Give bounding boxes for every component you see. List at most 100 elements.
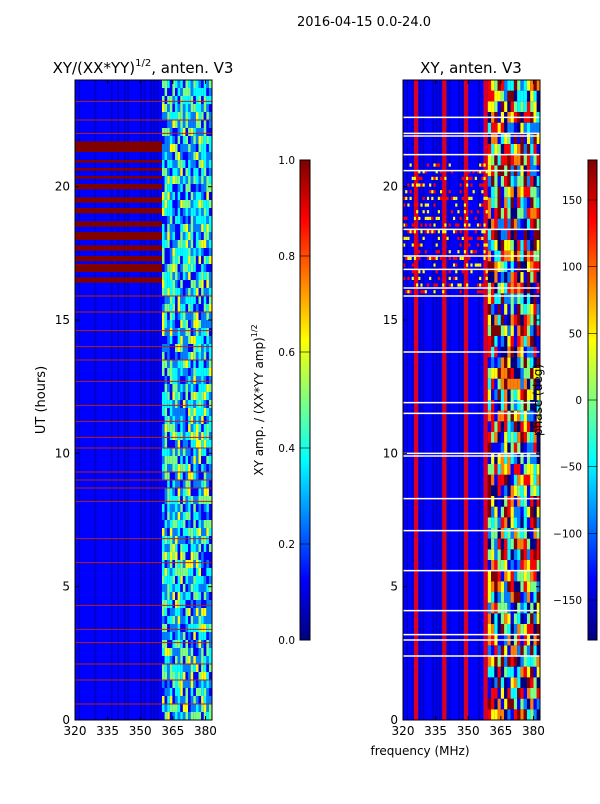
heatmap-cell <box>190 296 194 304</box>
heatmap-cell <box>172 88 176 96</box>
heatmap-cell <box>208 232 212 240</box>
heatmap-cell <box>487 208 492 219</box>
heatmap-cell <box>526 496 531 507</box>
heatmap-cell <box>523 272 527 283</box>
heatmap-cell <box>487 197 492 208</box>
heatmap-texture-column <box>101 80 103 720</box>
heatmap-cell <box>507 517 511 528</box>
heatmap-cell <box>193 656 196 664</box>
heatmap-cell <box>175 240 178 248</box>
heatmap-cell <box>504 218 508 230</box>
heatmap-cell <box>190 360 194 368</box>
heatmap-cell <box>526 517 531 528</box>
heatmap-cell <box>164 456 168 464</box>
heatmap-cell <box>188 576 191 584</box>
heatmap-cell <box>164 680 168 688</box>
heatmap-cell <box>190 576 194 584</box>
heatmap-cell <box>510 240 514 251</box>
heatmap-cell <box>185 496 189 504</box>
heatmap-cell <box>190 480 194 488</box>
heatmap-cell <box>175 688 178 696</box>
heatmap-cell <box>164 352 168 360</box>
heatmap-cell <box>172 600 176 608</box>
heatmap-cell <box>161 192 165 200</box>
heatmap-cell <box>497 538 501 550</box>
heatmap-cell <box>494 581 498 592</box>
heatmap-cell <box>175 296 178 304</box>
heatmap-cell <box>169 80 173 88</box>
heatmap-cell <box>530 538 534 550</box>
heatmap-cell <box>530 464 534 475</box>
heatmap-cell <box>526 442 531 454</box>
heatmap-cell <box>500 261 505 272</box>
heatmap-cell <box>182 248 186 256</box>
heatmap-cell <box>172 648 176 656</box>
heatmap-cell <box>180 640 183 648</box>
saturated-band <box>75 160 162 163</box>
heatmap-cell <box>487 325 492 336</box>
heatmap-cell <box>530 176 534 187</box>
noise-cell <box>455 276 458 280</box>
heatmap-cell <box>206 664 209 672</box>
heatmap-cell <box>500 229 505 240</box>
heatmap-cell <box>510 517 514 528</box>
heatmap-cell <box>203 648 207 656</box>
noise-cell <box>468 243 471 247</box>
heatmap-cell <box>500 357 505 368</box>
heatmap-cell <box>161 168 165 176</box>
heatmap-cell <box>201 488 204 496</box>
noise-cell <box>437 276 440 280</box>
heatmap-cell <box>177 712 181 720</box>
heatmap-cell <box>175 168 178 176</box>
noise-cell <box>461 196 464 200</box>
heatmap-cell <box>504 122 508 134</box>
heatmap-texture-column <box>448 80 451 720</box>
heatmap-cell <box>182 656 186 664</box>
heatmap-cell <box>500 133 505 144</box>
heatmap-cell <box>195 400 199 408</box>
heatmap-cell <box>167 496 170 504</box>
heatmap-cell <box>161 496 165 504</box>
heatmap-cell <box>201 448 204 456</box>
heatmap-cell <box>177 704 181 712</box>
heatmap-cell <box>523 186 527 198</box>
heatmap-cell <box>513 602 518 614</box>
heatmap-cell <box>504 506 508 518</box>
heatmap-cell <box>526 570 531 582</box>
heatmap-cell <box>507 90 511 102</box>
heatmap-cell <box>526 80 531 91</box>
heatmap-cell <box>526 464 531 475</box>
heatmap-cell <box>188 480 191 488</box>
heatmap-cell <box>533 677 537 688</box>
heatmap-cell <box>500 218 505 230</box>
heatmap-cell <box>206 640 209 648</box>
heatmap-cell <box>517 613 521 624</box>
saturated-band <box>75 232 162 240</box>
noise-cell <box>426 196 430 200</box>
heatmap-cell <box>190 536 194 544</box>
heatmap-cell <box>530 272 534 283</box>
heatmap-cell <box>513 410 518 422</box>
heatmap-cell <box>167 704 170 712</box>
heatmap-cell <box>208 560 212 568</box>
heatmap-cell <box>533 261 537 272</box>
heatmap-cell <box>180 408 183 416</box>
heatmap-cell <box>198 320 202 328</box>
noise-cell <box>429 183 432 187</box>
heatmap-cell <box>195 536 199 544</box>
heatmap-cell <box>526 336 531 347</box>
heatmap-cell <box>161 416 165 424</box>
heatmap-cell <box>169 264 173 272</box>
heatmap-cell <box>530 432 534 443</box>
heatmap-cell <box>172 488 176 496</box>
heatmap-cell <box>497 453 501 464</box>
heatmap-cell <box>161 576 165 584</box>
heatmap-cell <box>520 624 524 635</box>
colorbar-tick-label: 50 <box>569 328 582 340</box>
colorbar-tick-label: −100 <box>553 528 582 540</box>
heatmap-cell <box>167 432 170 440</box>
heatmap-cell <box>185 552 189 560</box>
heatmap-cell <box>182 208 186 216</box>
heatmap-cell <box>172 408 176 416</box>
heatmap-cell <box>530 368 534 379</box>
